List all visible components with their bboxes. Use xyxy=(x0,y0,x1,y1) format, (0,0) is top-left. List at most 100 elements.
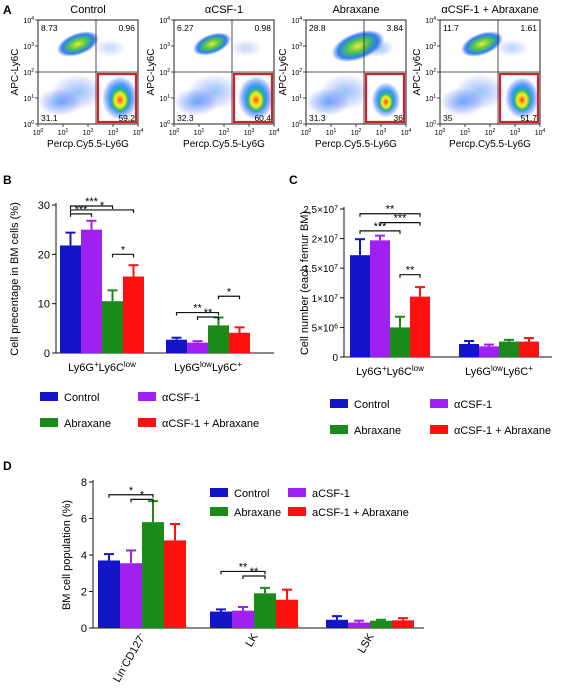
bar xyxy=(210,611,232,628)
significance-label: ** xyxy=(193,303,202,315)
legend-label: Control xyxy=(234,488,269,500)
flow-plot-title: αCSF-1 xyxy=(205,4,243,16)
y-tick-label: 103 xyxy=(291,42,302,51)
y-tick-label: 104 xyxy=(291,16,302,25)
significance-label: ** xyxy=(386,204,395,216)
significance-bracket xyxy=(69,209,135,213)
significance-label: * xyxy=(227,286,232,298)
legend-label: Abraxane xyxy=(234,507,281,519)
x-axis-label: Percp.Cy5.5-Ly6G xyxy=(449,139,531,150)
x-tick-label: 100 xyxy=(435,128,446,137)
legend-label: αCSF-1 xyxy=(454,399,492,411)
flow-plot-title: Abraxane xyxy=(332,4,379,16)
bar xyxy=(142,522,164,628)
y-tick-label: 8 xyxy=(81,477,87,489)
y-tick-label: 103 xyxy=(23,42,34,51)
cell-population xyxy=(496,39,528,57)
y-tick-label: 5×106 xyxy=(312,323,339,335)
y-tick-label: 103 xyxy=(159,42,170,51)
y-tick-label: 0 xyxy=(44,348,50,360)
bar xyxy=(102,301,123,353)
x-tick-label: Ly6G+Ly6Clow xyxy=(68,360,136,375)
legend-swatch xyxy=(430,425,448,434)
y-tick-label: 104 xyxy=(159,16,170,25)
quadrant-value-ul: 8.73 xyxy=(41,23,58,33)
cell-population xyxy=(460,31,504,57)
y-tick-label: 100 xyxy=(425,120,436,129)
x-tick-label: 101 xyxy=(58,128,69,137)
significance-label: * xyxy=(121,244,126,256)
bar xyxy=(166,339,187,353)
y-axis-label: BM cell population (%) xyxy=(61,500,73,610)
cell-population xyxy=(378,91,394,113)
y-tick-label: 0 xyxy=(81,623,87,635)
y-tick-label: 101 xyxy=(425,94,436,103)
quadrant-value-ll: 31.3 xyxy=(309,113,326,123)
y-tick-label: 101 xyxy=(159,94,170,103)
significance-bracket xyxy=(242,575,266,579)
legend-label: Abraxane xyxy=(64,418,111,430)
quadrant-value-ll: 32.3 xyxy=(177,113,194,123)
y-tick-label: 101 xyxy=(23,94,34,103)
legend-swatch xyxy=(138,392,156,401)
significance-bracket xyxy=(108,494,154,498)
y-axis-label: Cell number (each femur BM) xyxy=(299,211,311,355)
x-tick-label: 101 xyxy=(194,128,205,137)
bar xyxy=(276,599,298,628)
gate-box xyxy=(96,72,138,124)
bar xyxy=(81,229,102,353)
x-tick-label: 102 xyxy=(219,128,230,137)
quadrant-value-ul: 11.7 xyxy=(443,23,459,33)
significance-bracket xyxy=(196,316,220,320)
legend-swatch xyxy=(210,507,228,516)
significance-label: ** xyxy=(204,307,213,319)
bar xyxy=(350,255,370,357)
quadrant-value-ul: 6.27 xyxy=(177,23,194,33)
y-axis-label: APC-Ly6C xyxy=(278,49,289,96)
x-tick-label: 104 xyxy=(269,128,280,137)
y-tick-label: 100 xyxy=(291,120,302,129)
x-tick-label: 101 xyxy=(326,128,337,137)
bar xyxy=(123,276,144,353)
legend-label: αCSF-1 + Abraxane xyxy=(162,418,259,430)
x-tick-label: LSK xyxy=(356,631,377,656)
y-tick-label: 10 xyxy=(38,299,50,311)
x-tick-label: 100 xyxy=(33,128,44,137)
panel-b-chart: 0 10 20 30 Cell precentage in BM cells (%) Ly… xyxy=(9,196,274,430)
bar xyxy=(392,620,414,628)
legend-label: Control xyxy=(354,399,389,411)
bar xyxy=(60,245,81,353)
significance-bracket xyxy=(130,498,154,503)
quadrant-value-lr: 60.4 xyxy=(254,113,271,123)
bar xyxy=(348,622,370,628)
legend-label: Abraxane xyxy=(354,425,401,437)
y-tick-label: 20 xyxy=(38,249,50,261)
legend-swatch xyxy=(288,488,306,497)
legend-swatch xyxy=(210,488,228,497)
cell-population xyxy=(188,74,240,110)
x-tick-label: 102 xyxy=(83,128,94,137)
x-tick-label: Ly6GlowLy6C+ xyxy=(174,360,242,375)
significance-label: * xyxy=(129,485,134,497)
panel-d-chart: 0 2 4 6 8 BM cell population (%) Lin-CD127- LK L… xyxy=(61,477,424,685)
x-axis-label: Percp.Cy5.5-Ly6G xyxy=(315,139,397,150)
x-tick-label: 104 xyxy=(535,128,546,137)
legend-label: aCSF-1 + Abraxane xyxy=(312,507,409,519)
y-tick-label: 2×107 xyxy=(312,234,339,246)
significance-bracket xyxy=(69,213,93,217)
cell-population xyxy=(246,87,266,113)
legend-swatch xyxy=(430,399,448,408)
cell-population xyxy=(94,39,126,57)
y-tick-label: 30 xyxy=(38,200,50,212)
y-tick-label: 100 xyxy=(23,120,34,129)
legend-label: Control xyxy=(64,392,99,404)
bar xyxy=(229,332,250,353)
y-tick-label: 102 xyxy=(425,68,436,77)
bar xyxy=(187,342,208,353)
cell-population xyxy=(454,74,506,110)
bar xyxy=(208,325,229,353)
significance-bracket xyxy=(379,222,421,226)
